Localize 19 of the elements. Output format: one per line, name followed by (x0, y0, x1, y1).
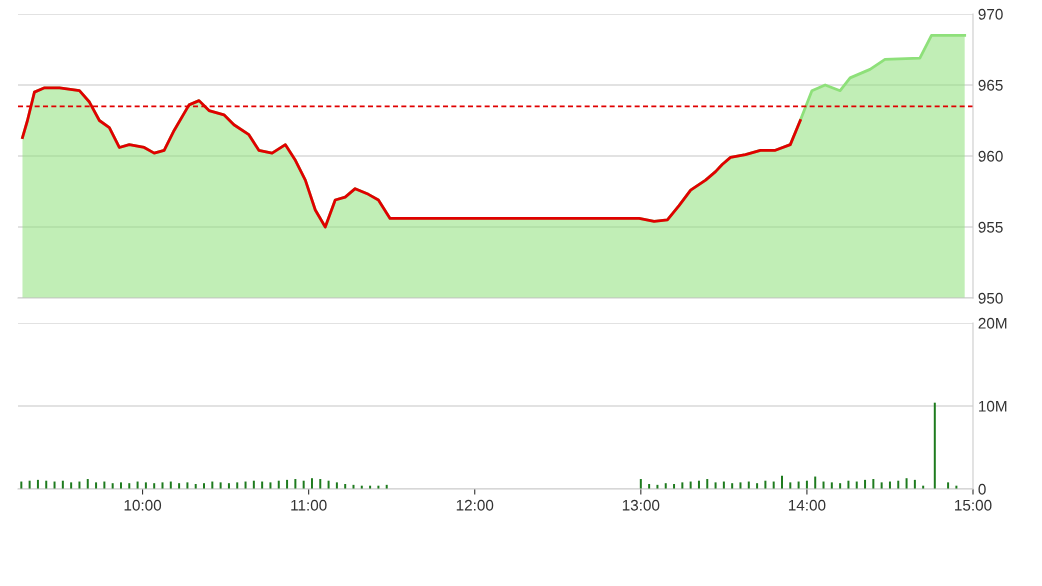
x-tick-label: 11:00 (291, 499, 327, 511)
x-tick-label: 13:00 (622, 499, 660, 511)
bar (933, 402, 936, 489)
y-tick-label: 20M (978, 317, 1007, 329)
bar (781, 475, 783, 489)
x-tick-label: 10:00 (124, 499, 162, 511)
bar (95, 482, 98, 489)
x-tick-label: 15:00 (955, 499, 992, 511)
y-tick-label: 0 (978, 483, 986, 495)
y-tick-label: 950 (978, 292, 1003, 304)
bar (186, 482, 189, 489)
bar (706, 479, 709, 489)
y-tick-label: 965 (978, 79, 1003, 91)
y-tick-label: 10M (979, 400, 1007, 412)
x-tick-label: 12:00 (456, 499, 494, 511)
x-tick-label: 14:00 (788, 499, 826, 511)
y-tick-label: 970 (978, 8, 1003, 20)
y-tick-label: 955 (978, 221, 1003, 233)
y-tick-label: 960 (978, 150, 1003, 162)
